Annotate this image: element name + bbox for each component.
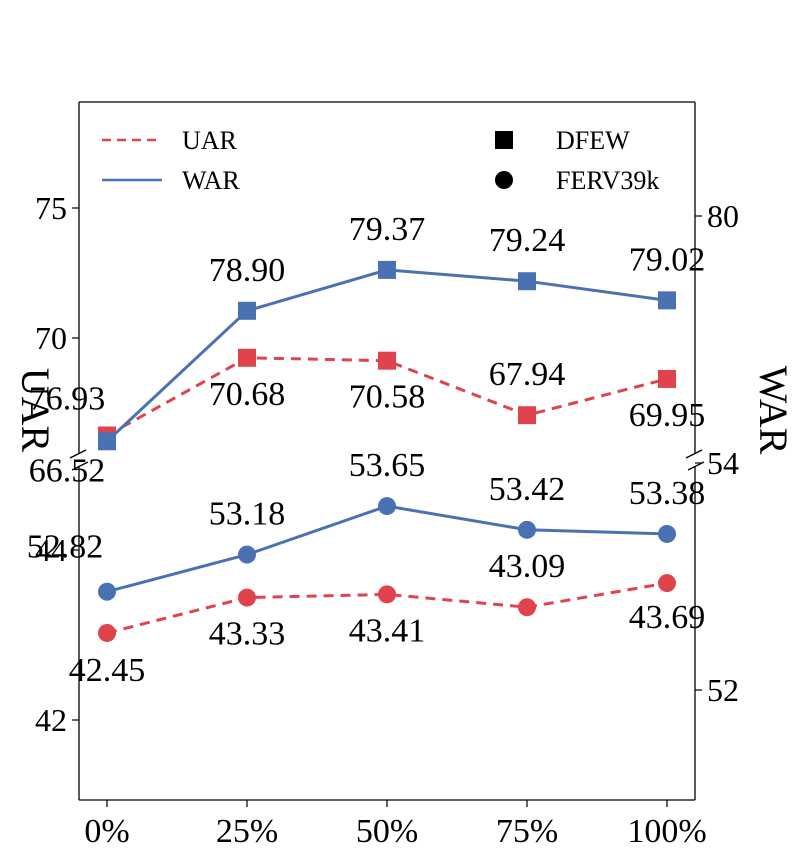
dfew-uar-data-label: 70.58 <box>349 379 426 416</box>
dfew-uar-data-label: 67.94 <box>489 356 566 393</box>
war-tick-label: 52 <box>707 672 739 708</box>
ferv39k-war-data-label: 53.38 <box>629 475 706 512</box>
ferv39k-war-marker <box>378 497 396 516</box>
dfew-war-marker <box>518 272 536 291</box>
ferv39k-uar-data-label: 43.69 <box>629 599 706 636</box>
axis-break-mark <box>69 449 87 459</box>
ferv39k-uar-marker <box>238 588 256 607</box>
dfew-war-marker <box>658 291 676 310</box>
dfew-uar-marker <box>518 406 536 425</box>
axis-break-gap <box>72 454 86 466</box>
legend: UAR WAR DFEW FERV39k <box>102 126 659 195</box>
x-tick-label: 50% <box>356 813 418 850</box>
x-tick-label: 25% <box>216 813 278 850</box>
ferv39k-war-data-label: 52.82 <box>27 529 104 566</box>
ferv39k-uar-marker <box>518 598 536 617</box>
ferv39k-uar-marker <box>658 574 676 593</box>
axis-break-mark <box>685 449 703 459</box>
ferv39k-war-data-label: 53.18 <box>209 496 286 533</box>
ferv39k-uar-data-label: 43.09 <box>489 548 566 585</box>
dfew-war-data-label: 78.90 <box>209 252 286 289</box>
war-tick-label: 54 <box>707 445 739 481</box>
dfew-war-data-label: 79.02 <box>629 241 706 278</box>
ferv39k-uar-marker <box>98 623 116 642</box>
left-axis-title: UAR <box>13 368 58 453</box>
axis-break-mark <box>71 461 89 471</box>
uar-tick-label: 44 <box>35 532 67 568</box>
ferv39k-war-marker <box>238 545 256 564</box>
dfew-war-data-label: 79.37 <box>349 211 426 248</box>
x-tick-label: 0% <box>84 813 129 850</box>
legend-dfew-label: DFEW <box>556 126 630 155</box>
ferv39k-uar-data-label: 43.33 <box>209 616 286 653</box>
legend-square-marker <box>495 131 513 149</box>
legend-circle-marker <box>495 171 513 189</box>
dfew-uar-marker <box>378 351 396 370</box>
data-labels: 66.52 70.68 70.58 67.94 69.95 76.93 78.90 79.37… <box>27 211 706 689</box>
legend-war-label: WAR <box>182 166 240 195</box>
uar-tick-label: 70 <box>35 320 67 356</box>
dfew-uar-marker <box>658 369 676 388</box>
dfew-uar-data-label: 69.95 <box>629 397 706 434</box>
dfew-uar-marker <box>238 348 256 367</box>
dfew-war-data-label: 79.24 <box>489 222 566 259</box>
ferv39k-war-marker <box>98 582 116 601</box>
uar-tick-label: 42 <box>35 702 67 738</box>
dfew-uar-line <box>106 356 668 437</box>
dfew-uar-data-label: 66.52 <box>29 453 106 490</box>
ferv39k-war-line <box>106 504 668 594</box>
ferv39k-uar-marker <box>378 585 396 604</box>
ferv39k-war-data-label: 53.42 <box>489 471 566 508</box>
dfew-war-data-label: 76.93 <box>29 380 106 417</box>
axes: 0% 25% 50% 75% 100% 70 75 80 42 44 52 54 UAR WAR <box>13 101 792 850</box>
ferv39k-war-marker <box>518 520 536 539</box>
ferv39k-uar-data-label: 43.41 <box>349 612 426 649</box>
legend-ferv39k-label: FERV39k <box>556 166 659 195</box>
uar-tick-label: 75 <box>35 190 67 226</box>
series-layer <box>98 260 676 642</box>
dfew-war-marker <box>238 301 256 320</box>
ferv39k-uar-data-label: 42.45 <box>69 652 146 689</box>
right-axis-title: WAR <box>751 366 792 455</box>
ferv39k-war-marker <box>658 524 676 543</box>
war-tick-label: 80 <box>707 198 739 234</box>
legend-uar-label: UAR <box>182 126 238 155</box>
ferv39k-war-data-label: 53.65 <box>349 447 426 484</box>
dfew-uar-data-label: 70.68 <box>209 376 286 413</box>
x-tick-label: 100% <box>627 813 706 850</box>
dfew-war-marker <box>378 260 396 279</box>
x-tick-label: 75% <box>496 813 558 850</box>
dfew-war-marker <box>98 432 116 451</box>
